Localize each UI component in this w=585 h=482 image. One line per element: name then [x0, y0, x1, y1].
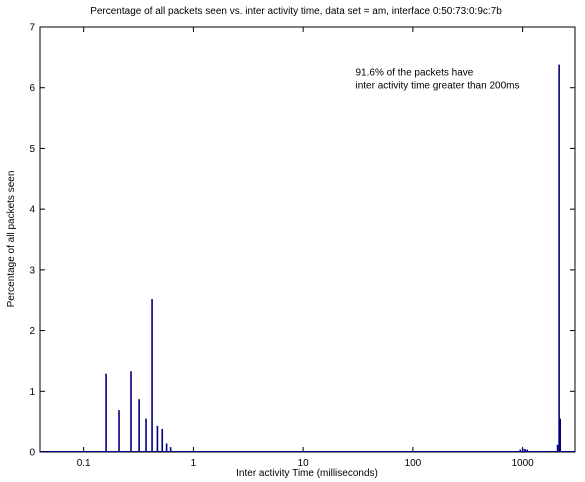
x-axis-label: Inter activity Time (milliseconds) — [236, 468, 378, 479]
y-tick-label: 3 — [29, 265, 35, 276]
y-tick-label: 4 — [29, 205, 35, 216]
x-tick-label: 1000 — [512, 458, 535, 469]
y-tick-label: 6 — [29, 83, 35, 94]
y-tick-label: 0 — [29, 448, 35, 459]
annotation: 91.6% of the packets have inter activity … — [356, 68, 520, 92]
y-tick-label: 5 — [29, 144, 35, 155]
y-tick-label: 7 — [29, 23, 35, 34]
x-tick-label: 0.1 — [77, 458, 91, 469]
annotation-line: 91.6% of the packets have — [356, 68, 474, 79]
data-series — [40, 64, 575, 452]
y-tick-label: 2 — [29, 326, 35, 337]
x-tick-label: 10 — [298, 458, 310, 469]
y-tick-label: 1 — [29, 387, 35, 398]
y-axis-label: Percentage of all packets seen — [6, 171, 17, 308]
x-tick-label: 100 — [405, 458, 422, 469]
chart-title: Percentage of all packets seen vs. inter… — [90, 6, 502, 17]
annotation-line: inter activity time greater than 200ms — [356, 81, 520, 92]
x-tick-label: 1 — [191, 458, 197, 469]
